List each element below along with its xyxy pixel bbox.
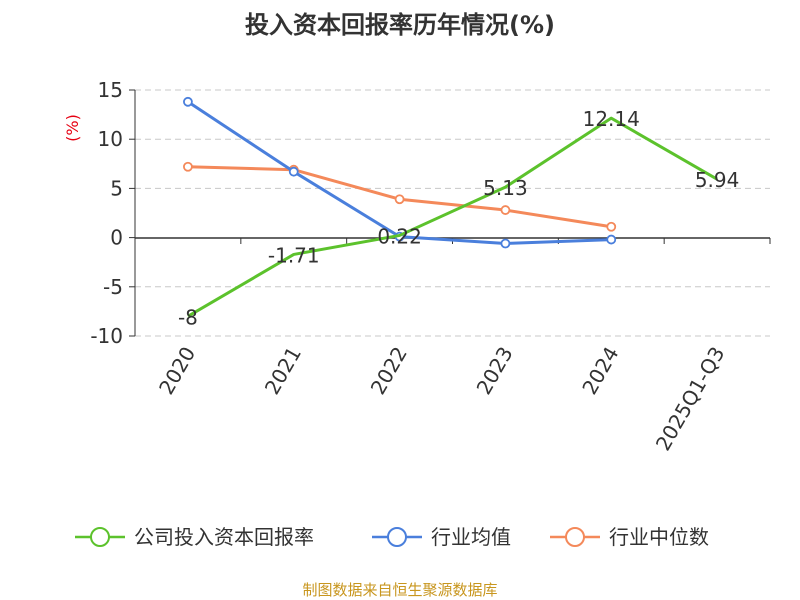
legend-label: 公司投入资本回报率: [134, 525, 314, 549]
y-tick-label: 10: [98, 127, 123, 151]
data-point: [606, 234, 617, 245]
grid: [135, 89, 770, 337]
data-point: [183, 161, 193, 172]
legend-marker-icon: [387, 527, 407, 547]
y-tick-label: 0: [110, 226, 123, 250]
legend-item[interactable]: 行业均值: [372, 525, 511, 549]
x-tick-label: 2022: [366, 343, 412, 399]
series-lines: [183, 96, 718, 318]
data-labels: -8 -1.71 0.22 5.13 12.14 5.94: [178, 107, 739, 329]
data-label: 5.94: [695, 168, 740, 192]
x-tick-label: 2020: [154, 343, 200, 399]
data-label: 5.13: [483, 176, 528, 200]
series-line: [187, 100, 612, 246]
legend-label: 行业均值: [431, 525, 511, 549]
legend-item[interactable]: 行业中位数: [550, 525, 709, 549]
data-point: [394, 194, 405, 205]
series-line: [187, 116, 718, 318]
chart-title: 投入资本回报率历年情况(%): [245, 11, 555, 39]
legend-label: 行业中位数: [609, 525, 709, 549]
legend[interactable]: 公司投入资本回报率 行业均值 行业中位数: [75, 525, 709, 549]
legend-marker-icon: [90, 527, 110, 547]
legend-item[interactable]: 公司投入资本回报率: [75, 525, 314, 549]
data-point: [606, 221, 617, 232]
data-label: -1.71: [268, 243, 320, 267]
source-note: 制图数据来自恒生聚源数据库: [302, 581, 497, 599]
x-tick-label: 2021: [260, 343, 306, 399]
data-label: 12.14: [583, 107, 640, 131]
axes: 15 10 5 0 -5 -10 2020 2021 2022 2023 2024 2025Q1-Q3: [90, 78, 771, 455]
y-unit-label: (%): [63, 114, 82, 142]
x-tick-label: 2024: [577, 343, 623, 399]
data-point: [183, 96, 193, 107]
y-tick-label: 5: [110, 176, 123, 200]
y-tick-label: -10: [90, 324, 123, 348]
x-tick-label: 2023: [472, 343, 518, 399]
data-label: -8: [178, 305, 198, 329]
data-point: [500, 238, 511, 249]
legend-marker-icon: [565, 527, 585, 547]
y-tick-label: -5: [103, 275, 123, 299]
data-label: 0.22: [377, 224, 422, 248]
y-tick-label: 15: [98, 78, 123, 102]
data-point: [500, 205, 511, 215]
x-tick-label: 2025Q1-Q3: [651, 343, 730, 455]
data-point: [288, 166, 299, 177]
